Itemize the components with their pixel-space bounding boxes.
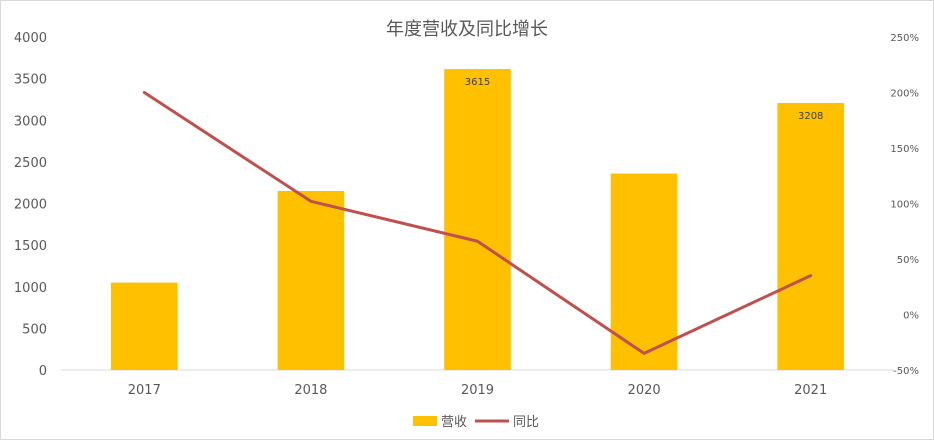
y-tick-label: 500: [22, 322, 47, 337]
bar: [777, 102, 845, 371]
y2-tick-label: 100%: [890, 200, 919, 211]
y2-tick-label: 0%: [903, 311, 919, 322]
y2-tick-label: 250%: [890, 33, 919, 44]
bar-data-label: 3615: [465, 77, 490, 88]
x-tick-label: 2018: [294, 383, 327, 398]
x-tick-label: 2017: [128, 383, 161, 398]
chart-title: 年度营收及同比增长: [386, 19, 548, 40]
y-tick-label: 2000: [14, 198, 47, 213]
y2-tick-label: -50%: [893, 366, 919, 377]
y2-tick-label: 200%: [890, 89, 919, 100]
bar: [444, 69, 511, 371]
bar: [110, 282, 178, 370]
legend-swatch-bar: [413, 416, 437, 426]
legend-label-line: 同比: [513, 415, 539, 430]
bar-data-label: 3208: [798, 111, 823, 122]
bar: [610, 173, 678, 370]
y2-tick-label: 150%: [890, 144, 919, 155]
y-tick-label: 4000: [14, 31, 47, 46]
y-tick-label: 3000: [14, 114, 47, 129]
x-tick-label: 2019: [461, 383, 494, 398]
x-tick-label: 2021: [794, 383, 827, 398]
y-tick-label: 1500: [14, 239, 47, 254]
y2-tick-label: 50%: [897, 255, 919, 266]
growth-line: [142, 91, 813, 355]
y-tick-label: 0: [39, 364, 47, 379]
x-tick-label: 2020: [628, 383, 661, 398]
y-tick-label: 3500: [14, 73, 47, 88]
y-tick-label: 1000: [14, 281, 47, 296]
legend-label-bar: 营收: [441, 415, 467, 430]
bar: [277, 191, 345, 370]
y-tick-label: 2500: [14, 156, 47, 171]
